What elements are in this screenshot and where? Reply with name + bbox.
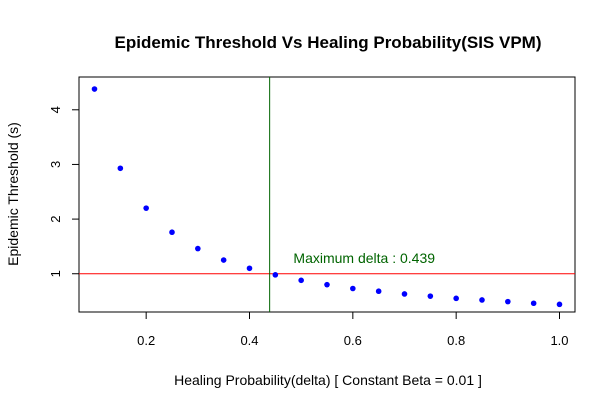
data-point <box>427 293 434 299</box>
data-point <box>117 165 124 172</box>
data-point <box>453 295 459 302</box>
data-point <box>143 205 149 211</box>
y-tick-label: 2 <box>48 215 63 222</box>
data-point <box>375 288 382 295</box>
y-tick-label: 1 <box>48 270 63 277</box>
y-axis: 1 2 3 4 <box>48 106 79 277</box>
x-tick-label: 0.2 <box>137 333 155 348</box>
data-point <box>479 297 485 303</box>
data-point <box>169 229 175 236</box>
data-point <box>556 301 563 308</box>
reference-lines <box>79 77 575 312</box>
y-tick-label: 3 <box>48 161 63 168</box>
data-point <box>272 272 279 278</box>
y-tick-label: 4 <box>48 106 63 113</box>
data-points <box>91 86 563 308</box>
data-point <box>91 86 98 92</box>
plot-frame <box>78 76 576 313</box>
x-axis-label: Healing Probability(delta) [ Constant Be… <box>174 372 482 388</box>
x-tick-label: 1.0 <box>550 333 568 348</box>
x-tick-label: 0.4 <box>240 333 258 348</box>
data-point <box>350 285 356 292</box>
data-point <box>401 291 408 297</box>
data-point <box>324 281 330 288</box>
x-tick-label: 0.8 <box>447 333 465 348</box>
data-point <box>530 300 537 307</box>
data-point <box>220 257 227 263</box>
data-point <box>298 277 304 284</box>
x-tick-label: 0.6 <box>344 333 362 348</box>
data-point <box>195 245 201 252</box>
y-axis-label: Epidemic Threshold (s) <box>5 122 21 266</box>
x-axis: 0.2 0.4 0.6 0.8 1.0 <box>137 312 569 348</box>
data-point <box>505 298 511 305</box>
max-delta-annotation: Maximum delta : 0.439 <box>293 250 435 266</box>
data-point <box>246 265 253 272</box>
chart-title: Epidemic Threshold Vs Healing Probabilit… <box>115 33 542 52</box>
